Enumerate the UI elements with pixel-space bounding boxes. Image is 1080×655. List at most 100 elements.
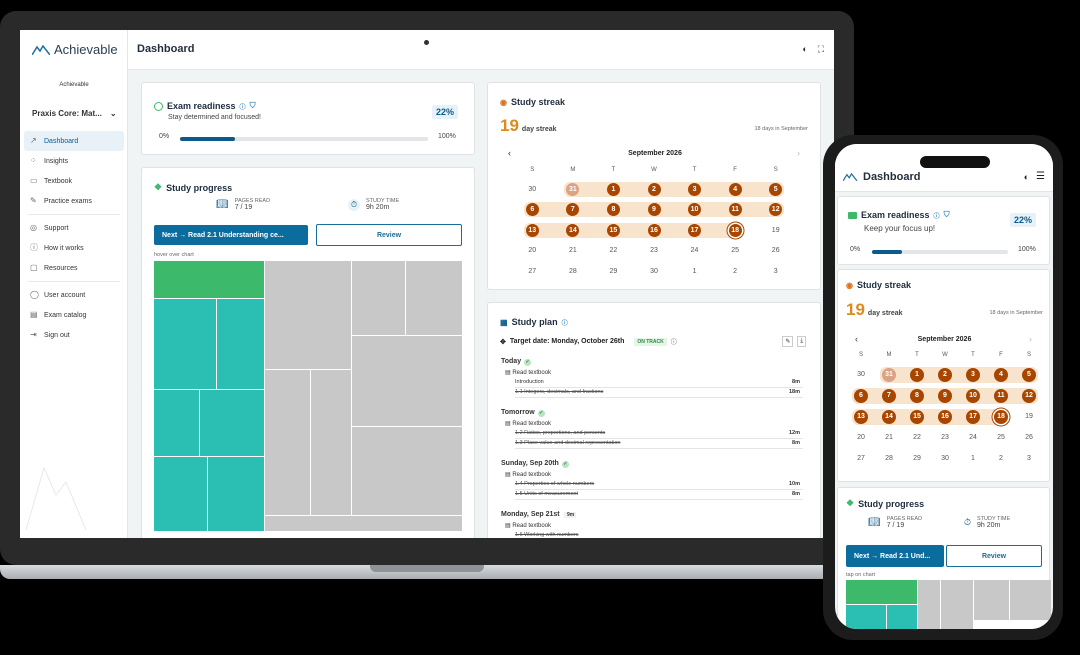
treemap-cell[interactable]: [918, 580, 940, 629]
calendar-day[interactable]: 27: [528, 267, 537, 275]
calendar-day[interactable]: 3: [773, 267, 778, 275]
fullscreen-icon[interactable]: ⛶: [817, 44, 824, 54]
calendar-next-icon[interactable]: ›: [797, 148, 800, 158]
streak-day[interactable]: 5: [1022, 367, 1036, 382]
streak-day[interactable]: 9: [938, 388, 952, 403]
plan-item[interactable]: 1.4 Properties of whole numbers: [515, 481, 595, 487]
calendar-day[interactable]: 27: [857, 455, 865, 462]
streak-day[interactable]: 18: [728, 223, 742, 237]
progress-treemap[interactable]: [154, 261, 462, 531]
streak-day[interactable]: 11: [728, 203, 742, 217]
sidebar-item-textbook[interactable]: ▭ Textbook: [24, 171, 124, 191]
calendar-day[interactable]: 2: [733, 267, 738, 275]
download-icon[interactable]: ⤓: [797, 336, 806, 347]
calendar-day[interactable]: 30: [941, 455, 949, 462]
menu-icon[interactable]: ☰: [1036, 171, 1045, 182]
calendar-day[interactable]: 25: [997, 434, 1005, 441]
calendar-day[interactable]: 24: [969, 434, 977, 441]
treemap-cell[interactable]: [154, 390, 199, 456]
streak-day[interactable]: 3: [966, 367, 980, 382]
calendar-day[interactable]: 23: [941, 434, 949, 441]
treemap-cell[interactable]: [887, 605, 917, 629]
theme-toggle-icon[interactable]: ◐: [802, 44, 808, 54]
next-reading-button[interactable]: Next → Read 2.1 Und...: [846, 545, 944, 567]
calendar-day[interactable]: 20: [528, 247, 537, 255]
streak-day[interactable]: 2: [938, 367, 952, 382]
streak-day[interactable]: 1: [910, 367, 924, 382]
calendar-day[interactable]: 30: [857, 371, 865, 378]
treemap-cell[interactable]: [974, 580, 1009, 620]
streak-day[interactable]: 9: [647, 203, 661, 217]
streak-day[interactable]: 15: [606, 223, 620, 237]
streak-day[interactable]: 15: [910, 409, 924, 424]
calendar-day[interactable]: 20: [857, 434, 865, 441]
streak-day[interactable]: 10: [688, 203, 702, 217]
sidebar-item-support[interactable]: ◎ Support: [24, 218, 124, 238]
sidebar-item-exam-catalog[interactable]: ▤ Exam catalog: [24, 305, 124, 325]
streak-day[interactable]: 31: [882, 367, 896, 382]
calendar-day[interactable]: 24: [690, 247, 699, 255]
calendar-day[interactable]: 26: [1025, 434, 1033, 441]
calendar-day[interactable]: 28: [885, 455, 893, 462]
plan-item[interactable]: 1.2 Ratios, proportions, and percents: [515, 430, 606, 436]
treemap-cell[interactable]: [846, 605, 886, 629]
treemap-cell[interactable]: [311, 370, 351, 515]
plan-item[interactable]: 1.5 Units of measurement: [515, 491, 578, 497]
streak-day[interactable]: 6: [525, 203, 539, 217]
treemap-cell[interactable]: [352, 336, 462, 426]
calendar-day[interactable]: 1: [692, 267, 697, 275]
sidebar-item-how-it-works[interactable]: ⓘ How it works: [24, 238, 124, 258]
course-selector[interactable]: Praxis Core: Mat... ⌄: [32, 109, 117, 118]
calendar-prev-icon[interactable]: ‹: [855, 334, 858, 344]
treemap-cell[interactable]: [200, 390, 264, 456]
plan-item[interactable]: 1.3 Place value and decimal representati…: [515, 440, 621, 446]
calendar-day[interactable]: 29: [609, 267, 618, 275]
streak-day[interactable]: 16: [938, 409, 952, 424]
sidebar-item-resources[interactable]: ▢ Resources: [24, 258, 124, 278]
calendar-day[interactable]: 21: [885, 434, 893, 441]
calendar-day[interactable]: 25: [731, 247, 740, 255]
streak-day[interactable]: 12: [769, 203, 783, 217]
sidebar-item-user-account[interactable]: ◯ User account: [24, 285, 124, 305]
info-icon[interactable]: ⓘ: [561, 320, 568, 327]
info-icon[interactable]: ⓘ: [933, 213, 940, 220]
calendar-day[interactable]: 28: [568, 267, 577, 275]
calendar-day[interactable]: 19: [771, 226, 780, 234]
calendar-day[interactable]: 22: [609, 247, 618, 255]
streak-day[interactable]: 14: [882, 409, 896, 424]
calendar-day[interactable]: 29: [913, 455, 921, 462]
treemap-cell[interactable]: [217, 299, 264, 389]
streak-day[interactable]: 2: [647, 182, 661, 196]
next-reading-button[interactable]: Next → Read 2.1 Understanding ce...: [154, 225, 308, 245]
treemap-cell[interactable]: [352, 261, 405, 335]
streak-day[interactable]: 10: [966, 388, 980, 403]
logo[interactable]: Achievable: [32, 42, 118, 57]
treemap-cell[interactable]: [352, 427, 462, 515]
streak-day[interactable]: 31: [566, 182, 580, 196]
treemap-cell[interactable]: [846, 580, 917, 604]
sidebar-item-sign-out[interactable]: ⇥ Sign out: [24, 325, 124, 345]
treemap-cell[interactable]: [208, 457, 264, 531]
calendar-day[interactable]: 30: [528, 185, 537, 193]
theme-toggle-icon[interactable]: ◐: [1023, 172, 1029, 182]
treemap-cell[interactable]: [154, 457, 207, 531]
treemap-cell[interactable]: [265, 261, 351, 369]
streak-day[interactable]: 1: [606, 182, 620, 196]
sidebar-item-dashboard[interactable]: ↗ Dashboard: [24, 131, 124, 151]
streak-day[interactable]: 6: [854, 388, 868, 403]
treemap-cell[interactable]: [941, 580, 973, 629]
calendar-next-icon[interactable]: ›: [1029, 334, 1032, 344]
calendar-day[interactable]: 1: [971, 455, 975, 462]
streak-day[interactable]: 17: [966, 409, 980, 424]
calendar-day[interactable]: 26: [771, 247, 780, 255]
calendar-prev-icon[interactable]: ‹: [508, 148, 511, 158]
streak-day[interactable]: 4: [728, 182, 742, 196]
treemap-cell[interactable]: [1010, 580, 1051, 620]
streak-day[interactable]: 8: [606, 203, 620, 217]
sidebar-item-insights[interactable]: ⁘ Insights: [24, 151, 124, 171]
streak-day[interactable]: 7: [882, 388, 896, 403]
streak-day[interactable]: 16: [647, 223, 661, 237]
progress-treemap[interactable]: [846, 580, 1051, 629]
review-button[interactable]: Review: [316, 224, 462, 246]
calendar-day[interactable]: 23: [650, 247, 658, 255]
